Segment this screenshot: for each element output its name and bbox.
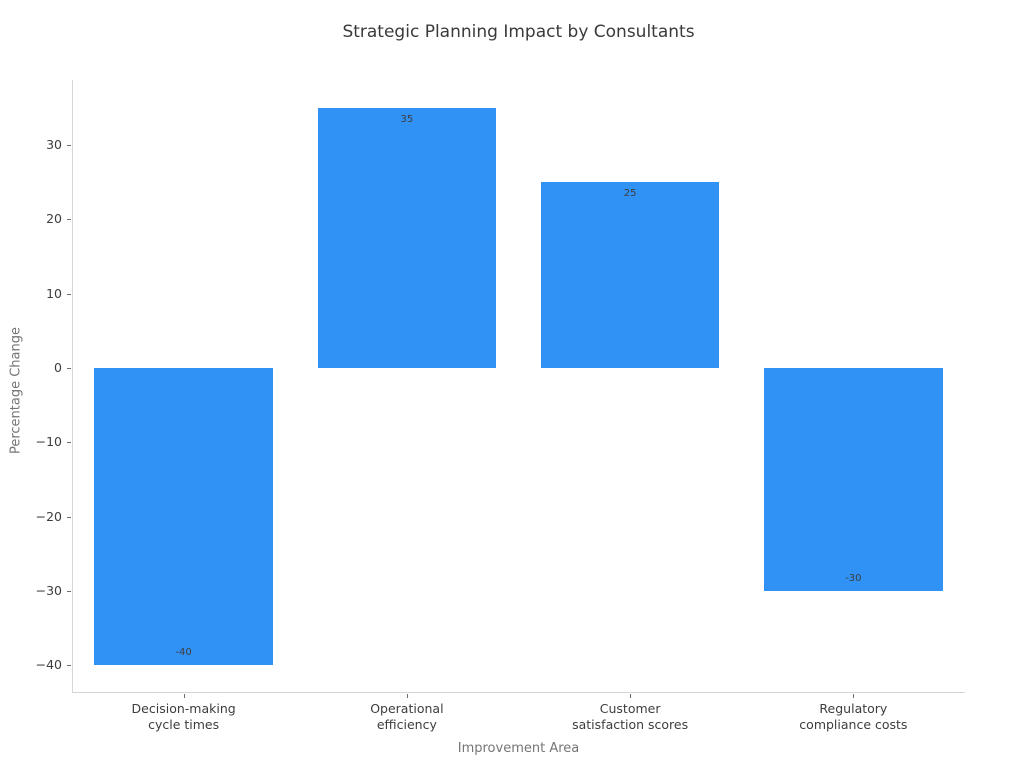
bar-value-label: 25 bbox=[623, 188, 637, 200]
y-tick-label: 20 bbox=[46, 211, 62, 227]
x-tick-mark bbox=[406, 694, 408, 698]
bar-0 bbox=[94, 367, 273, 666]
x-tick-label: Regulatory compliance costs bbox=[799, 701, 908, 732]
y-tick-label: 10 bbox=[46, 285, 62, 301]
x-tick-label: Decision-making cycle times bbox=[131, 701, 236, 732]
y-tick-mark bbox=[67, 516, 71, 518]
x-tick-label: Customer satisfaction scores bbox=[572, 701, 689, 732]
y-tick-label: 0 bbox=[54, 359, 62, 375]
x-tick-label: Operational efficiency bbox=[370, 701, 444, 732]
x-tick-mark bbox=[630, 694, 632, 698]
y-tick-mark bbox=[67, 293, 71, 295]
y-tick-mark bbox=[67, 219, 71, 221]
y-tick-label: −30 bbox=[35, 582, 62, 598]
y-tick-mark bbox=[67, 590, 71, 592]
x-axis-title: Improvement Area bbox=[457, 741, 580, 756]
y-tick-mark bbox=[67, 367, 71, 369]
x-tick-mark bbox=[183, 694, 185, 698]
y-tick-label: −10 bbox=[35, 434, 62, 450]
y-tick-label: 30 bbox=[46, 137, 62, 152]
y-tick-mark bbox=[67, 145, 71, 146]
chart-title: Strategic Planning Impact by Consultants bbox=[342, 22, 695, 42]
bar-3 bbox=[764, 367, 943, 591]
x-tick-mark bbox=[853, 694, 855, 698]
bar-value-label: -30 bbox=[845, 572, 862, 584]
bar-2 bbox=[540, 182, 720, 368]
bar-value-label: -40 bbox=[175, 647, 192, 659]
y-tick-mark bbox=[67, 665, 71, 667]
y-tick-label: −20 bbox=[35, 508, 62, 524]
bar-value-label: 35 bbox=[400, 113, 414, 125]
plot-area bbox=[72, 80, 965, 693]
y-tick-mark bbox=[67, 442, 71, 444]
bar-1 bbox=[317, 107, 497, 368]
y-tick-label: −40 bbox=[35, 657, 62, 673]
